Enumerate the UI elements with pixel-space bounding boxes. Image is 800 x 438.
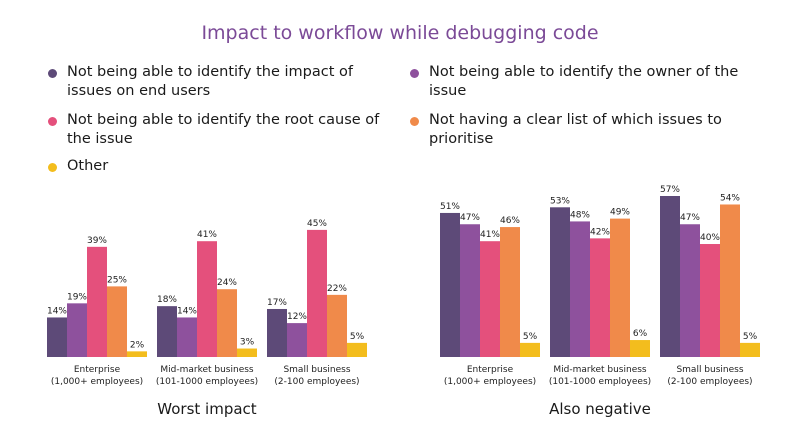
- legend-swatch: [48, 117, 57, 126]
- data-label-1-2-0: 57%: [660, 185, 680, 195]
- legend-swatch: [48, 163, 57, 172]
- data-label-0-0-0: 14%: [47, 306, 67, 316]
- category-label-1-0: Enterprise: [467, 365, 514, 375]
- bar-0-0-0: [47, 317, 67, 357]
- legend-swatch: [410, 69, 419, 78]
- bar-1-1-3: [610, 218, 630, 357]
- data-label-0-1-1: 14%: [177, 306, 197, 316]
- bar-0-1-3: [217, 289, 237, 357]
- bar-1-2-1: [680, 224, 700, 357]
- data-label-0-2-4: 5%: [350, 332, 365, 342]
- data-label-0-2-1: 12%: [287, 312, 307, 322]
- bar-1-2-4: [740, 342, 760, 357]
- panel-label-worst-impact: Worst impact: [157, 400, 257, 418]
- legend-label: Not being able to identify the root caus…: [67, 112, 380, 147]
- data-label-1-2-4: 5%: [743, 332, 758, 342]
- panel-label-also-negative: Also negative: [549, 400, 651, 418]
- bar-1-1-1: [570, 221, 590, 357]
- legend-swatch: [48, 69, 57, 78]
- category-sublabel-0-0: (1,000+ employees): [51, 377, 143, 387]
- data-label-1-0-1: 47%: [460, 213, 480, 223]
- legend-label: Not being able to identify the impact of…: [67, 64, 353, 99]
- bar-0-1-1: [177, 317, 197, 357]
- data-label-0-0-1: 19%: [67, 292, 87, 302]
- chart-title: Impact to workflow while debugging code: [201, 22, 599, 44]
- legend-label: Not being able to identify the owner of …: [429, 64, 739, 99]
- bar-1-2-2: [700, 244, 720, 357]
- bar-1-0-1: [460, 224, 480, 357]
- bar-1-2-3: [720, 204, 740, 357]
- bar-1-0-2: [480, 241, 500, 357]
- data-label-0-0-4: 2%: [130, 340, 145, 350]
- data-label-1-0-4: 5%: [523, 332, 538, 342]
- bar-0-1-0: [157, 306, 177, 357]
- legend-label: Not having a clear list of which issues …: [429, 112, 722, 147]
- bar-0-0-2: [87, 246, 107, 357]
- bar-0-2-3: [327, 294, 347, 357]
- category-sublabel-1-1: (101-1000 employees): [549, 377, 651, 387]
- category-sublabel-1-2: (2-100 employees): [667, 377, 752, 387]
- bar-1-0-4: [520, 342, 540, 357]
- category-label-0-2: Small business: [283, 365, 350, 375]
- category-sublabel-0-1: (101-1000 employees): [156, 377, 258, 387]
- data-label-0-0-3: 25%: [107, 275, 127, 285]
- category-label-1-2: Small business: [676, 365, 743, 375]
- data-label-0-1-4: 3%: [240, 338, 255, 348]
- data-label-0-1-2: 41%: [197, 230, 217, 240]
- bar-0-0-4: [127, 351, 147, 357]
- data-label-1-0-3: 46%: [500, 216, 520, 226]
- bar-0-2-4: [347, 342, 367, 357]
- data-label-1-1-3: 49%: [610, 208, 630, 218]
- data-label-0-1-3: 24%: [217, 278, 237, 288]
- data-label-1-0-2: 41%: [480, 230, 500, 240]
- bar-1-1-0: [550, 207, 570, 357]
- legend-item-end-users: Not being able to identify the impact of…: [48, 63, 393, 101]
- data-label-1-1-0: 53%: [550, 196, 570, 206]
- data-label-1-0-0: 51%: [440, 202, 460, 212]
- category-label-1-1: Mid-market business: [553, 365, 647, 375]
- bar-1-1-4: [630, 340, 650, 357]
- bar-1-2-0: [660, 196, 680, 357]
- bar-0-2-0: [267, 308, 287, 357]
- category-label-0-0: Enterprise: [74, 365, 121, 375]
- bar-0-1-2: [197, 241, 217, 357]
- data-label-1-1-4: 6%: [633, 329, 648, 339]
- legend-item-other: Other: [48, 157, 393, 176]
- legend-item-prioritise: Not having a clear list of which issues …: [410, 111, 755, 149]
- data-label-0-0-2: 39%: [87, 236, 107, 246]
- category-label-0-1: Mid-market business: [160, 365, 254, 375]
- category-sublabel-1-0: (1,000+ employees): [444, 377, 536, 387]
- legend-item-root-cause: Not being able to identify the root caus…: [48, 111, 393, 149]
- data-label-1-2-1: 47%: [680, 213, 700, 223]
- data-label-1-2-3: 54%: [720, 193, 740, 203]
- bar-1-0-3: [500, 227, 520, 357]
- bar-1-0-0: [440, 212, 460, 357]
- bar-0-1-4: [237, 348, 257, 357]
- data-label-0-2-3: 22%: [327, 284, 347, 294]
- data-label-1-2-2: 40%: [700, 233, 720, 243]
- data-label-0-2-0: 17%: [267, 298, 287, 308]
- bar-1-1-2: [590, 238, 610, 357]
- data-label-1-1-2: 42%: [590, 227, 610, 237]
- data-label-0-1-0: 18%: [157, 295, 177, 305]
- legend-swatch: [410, 117, 419, 126]
- data-label-1-1-1: 48%: [570, 210, 590, 220]
- data-label-0-2-2: 45%: [307, 219, 327, 229]
- bar-0-2-2: [307, 229, 327, 357]
- bar-0-0-1: [67, 303, 87, 357]
- legend-label: Other: [67, 158, 109, 174]
- bar-0-0-3: [107, 286, 127, 357]
- legend-item-owner: Not being able to identify the owner of …: [410, 63, 755, 101]
- category-sublabel-0-2: (2-100 employees): [274, 377, 359, 387]
- bar-0-2-1: [287, 323, 307, 357]
